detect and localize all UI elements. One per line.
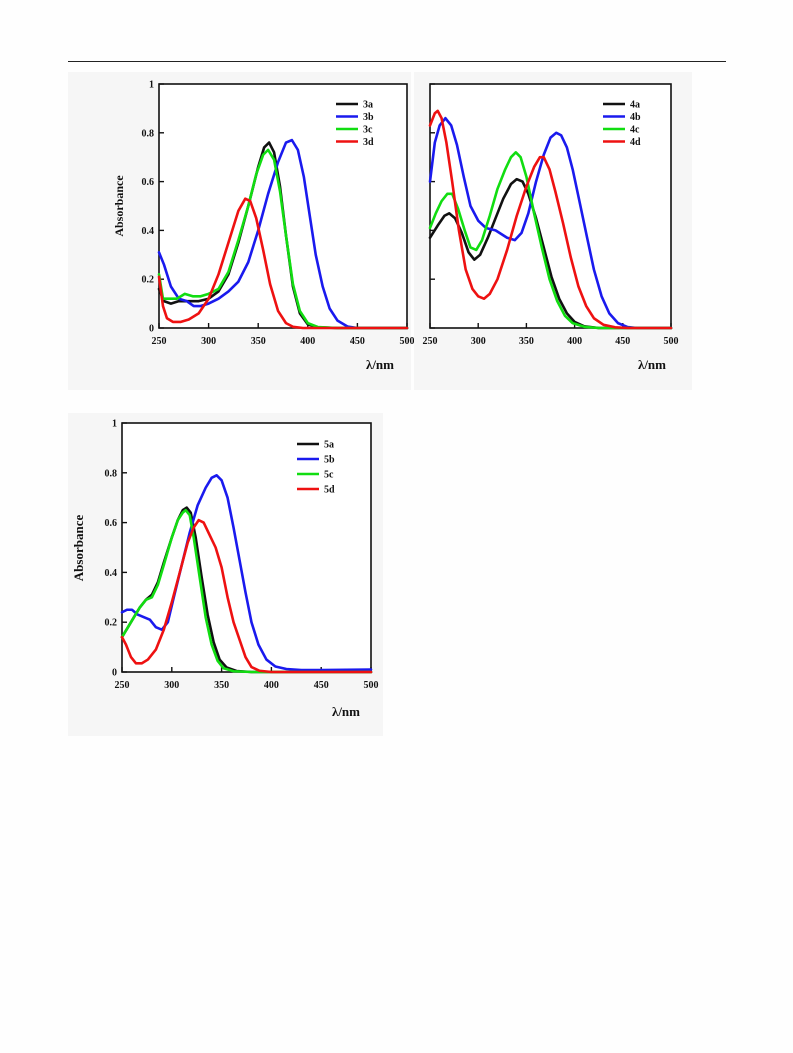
x-tick-label: 500 xyxy=(400,336,415,347)
series-line-4d xyxy=(428,109,673,330)
y-tick-label: 0 xyxy=(149,324,154,335)
header-rule xyxy=(68,61,726,62)
legend-label-4d: 4d xyxy=(630,137,641,148)
legend-label-5b: 5b xyxy=(324,455,335,466)
y-tick-label: 0 xyxy=(112,668,117,679)
x-tick-label: 300 xyxy=(201,336,216,347)
legend-label-4a: 4a xyxy=(630,100,640,111)
y-tick-label: 0.2 xyxy=(142,275,155,286)
y-tick-label: 1 xyxy=(149,80,154,91)
absorbance-chart-5: 0 0.2 0.4 0.6 0.8 1 250 300 350 400 450 500 5a 5b 5c 5d… xyxy=(71,419,379,720)
y-tick-label: 0.6 xyxy=(105,518,118,529)
y-tick-label: 0.6 xyxy=(142,177,155,188)
series-line-5b xyxy=(120,473,373,672)
legend-label-4c: 4c xyxy=(630,125,640,136)
y-tick-label: 0.8 xyxy=(105,468,118,479)
legend-label-3c: 3c xyxy=(363,125,373,136)
x-tick-label: 300 xyxy=(471,336,486,347)
legend-label-5c: 5c xyxy=(324,470,334,481)
chart-panel-5: 0 0.2 0.4 0.6 0.8 1 250 300 350 400 450 500 5a 5b 5c 5d… xyxy=(68,413,383,736)
x-axis-title: λ/nm xyxy=(366,357,394,372)
x-tick-label: 250 xyxy=(152,336,167,347)
x-tick-label: 450 xyxy=(615,336,630,347)
x-tick-label: 250 xyxy=(115,680,130,691)
series-line-5d xyxy=(120,518,373,674)
series-line-4b xyxy=(428,116,673,330)
x-tick-label: 300 xyxy=(164,680,179,691)
y-axis-title: Absorbance xyxy=(71,515,86,582)
x-tick-label: 350 xyxy=(519,336,534,347)
legend-label-5a: 5a xyxy=(324,440,334,451)
x-tick-label: 400 xyxy=(300,336,315,347)
chart-panel-4: 250 300 350 400 450 500 4a 4b 4c 4d λ/nm xyxy=(414,72,692,390)
series-line-3c xyxy=(157,148,409,330)
x-tick-label: 450 xyxy=(314,680,329,691)
series-line-5c xyxy=(120,508,373,674)
x-tick-label: 350 xyxy=(251,336,266,347)
x-tick-label: 450 xyxy=(350,336,365,347)
x-tick-label: 400 xyxy=(264,680,279,691)
x-tick-label: 500 xyxy=(364,680,379,691)
y-tick-label: 0.2 xyxy=(105,618,118,629)
x-tick-label: 500 xyxy=(664,336,679,347)
legend-label-4b: 4b xyxy=(630,112,641,123)
y-tick-label: 0.8 xyxy=(142,128,155,139)
chart-panel-3: 0 0.2 0.4 0.6 0.8 1 250 300 350 400 450 500 3a 3b 3c 3d… xyxy=(68,72,415,390)
x-tick-label: 400 xyxy=(567,336,582,347)
series-line-4a xyxy=(428,177,673,330)
y-axis-title: Absorbance xyxy=(112,175,126,237)
x-tick-label: 250 xyxy=(423,336,438,347)
x-tick-label: 350 xyxy=(214,680,229,691)
legend-label-5d: 5d xyxy=(324,485,335,496)
x-axis-title: λ/nm xyxy=(638,357,666,372)
series-line-3b xyxy=(157,138,409,330)
legend-label-3d: 3d xyxy=(363,137,374,148)
y-tick-label: 1 xyxy=(112,419,117,430)
y-tick-label: 0.4 xyxy=(142,226,155,237)
y-tick-label: 0.4 xyxy=(105,568,118,579)
legend-label-3a: 3a xyxy=(363,100,373,111)
series-line-3d xyxy=(157,197,409,330)
legend-label-3b: 3b xyxy=(363,112,374,123)
x-axis-title: λ/nm xyxy=(332,704,360,719)
